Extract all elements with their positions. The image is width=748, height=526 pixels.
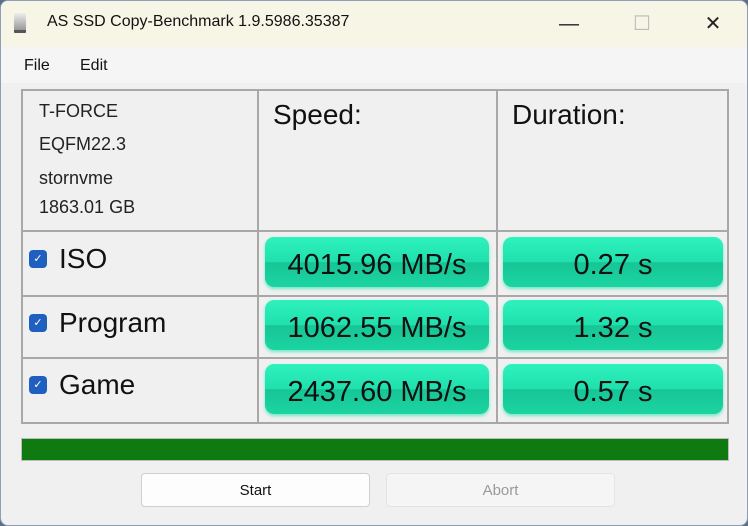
drive-driver: stornvme [39, 168, 114, 188]
program-speed: 1062.55 MB/s [265, 300, 489, 350]
iso-speed: 4015.96 MB/s [265, 237, 489, 287]
menu-edit[interactable]: Edit [80, 57, 108, 74]
title-bar: AS SSD Copy-Benchmark 1.9.5986.35387 — ☐… [1, 1, 747, 47]
program-checkbox[interactable]: ✓ [29, 314, 47, 332]
results-grid: T-FORCE EQFM22.3 stornvme 1863.01 GB Spe… [21, 89, 729, 424]
row-iso: ✓ ISO [29, 243, 107, 275]
duration-header: Duration: [512, 99, 626, 130]
start-button[interactable]: Start [141, 473, 370, 507]
program-label: Program [59, 307, 167, 338]
game-speed: 2437.60 MB/s [265, 364, 489, 414]
speed-header: Speed: [273, 99, 362, 130]
game-duration: 0.57 s [503, 364, 723, 414]
window-title: AS SSD Copy-Benchmark 1.9.5986.35387 [47, 13, 350, 30]
program-duration: 1.32 s [503, 300, 723, 350]
menu-file[interactable]: File [24, 57, 50, 74]
row-game: ✓ Game [29, 369, 135, 401]
drive-icon [14, 13, 26, 33]
drive-firmware: EQFM22.3 [39, 134, 127, 154]
minimize-button[interactable]: — [559, 13, 579, 35]
progress-bar [21, 438, 729, 461]
iso-duration: 0.27 s [503, 237, 723, 287]
drive-size: 1863.01 GB [39, 197, 136, 217]
game-checkbox[interactable]: ✓ [29, 376, 47, 394]
abort-button[interactable]: Abort [386, 473, 615, 507]
maximize-button[interactable]: ☐ [633, 13, 651, 35]
progress-fill [22, 439, 728, 460]
menu-bar: File Edit [1, 47, 747, 83]
close-button[interactable]: ✕ [704, 13, 722, 35]
drive-model: T-FORCE [39, 101, 118, 121]
iso-label: ISO [59, 243, 108, 274]
game-label: Game [59, 369, 136, 400]
row-program: ✓ Program [29, 307, 166, 339]
iso-checkbox[interactable]: ✓ [29, 250, 47, 268]
